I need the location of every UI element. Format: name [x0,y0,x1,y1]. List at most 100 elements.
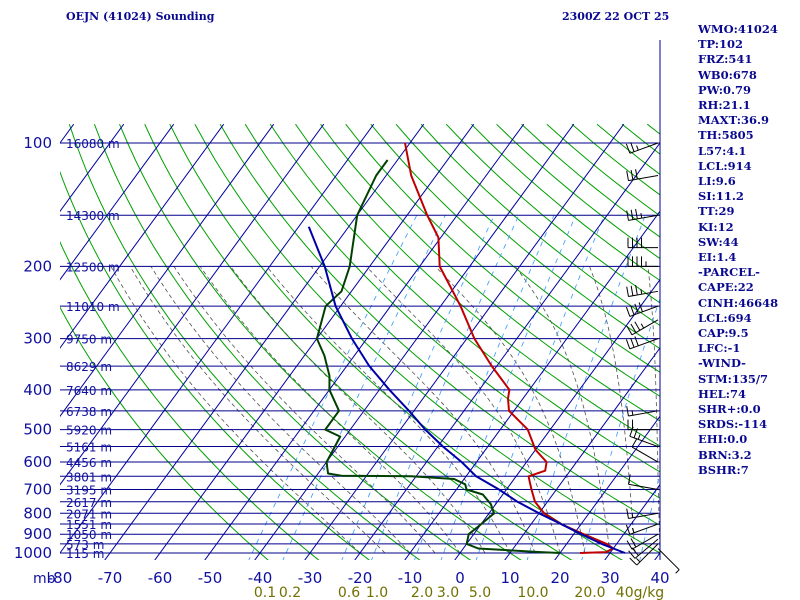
wind-barb-flag [626,508,629,519]
wind-barb [626,319,659,336]
mixing-ratio-label: 20.0 [574,585,605,600]
wind-barb-flag [627,474,631,485]
mixing-ratio-label: 3.0 [437,585,459,600]
isotherm-line [60,123,325,486]
height-label: 2617 m [66,496,112,510]
wind-barb-flag [630,305,635,316]
wind-barb-flag [626,210,629,221]
moist-adiabat-line [366,266,561,554]
height-label: 6738 m [66,405,112,419]
wind-barb-flag [630,285,634,296]
height-label: 14300 m [66,209,120,223]
temperature-tick-label: -80 [48,569,73,587]
wind-barb-half-flag [640,323,645,329]
wind-barb [657,548,680,574]
index-value: RH:21.1 [698,98,751,113]
wind-barb [626,406,659,417]
temperature-tick-label: 10 [500,569,519,587]
mixing-ratio-label: 0.2 [279,585,301,600]
index-value: TT:29 [698,204,735,219]
wind-barb [626,169,659,182]
wind-barb-flag [625,339,631,350]
wind-barb-staff [636,543,659,566]
wind-barb [626,208,659,221]
temperature-tick-label: -60 [148,569,173,587]
index-value: BRN:3.2 [698,447,752,462]
wind-barb-flag [625,524,631,535]
wind-barb-half-flag [637,434,641,440]
wind-barb [631,438,659,463]
temperature-tick-label: 20 [550,569,569,587]
wind-barb-staff [628,483,659,490]
index-value: EHI:0.0 [698,432,748,447]
isobars [60,40,661,560]
index-value: MAXT:36.9 [698,113,769,128]
temperature-tick-label: 40 [650,569,669,587]
wind-barb-flag [634,321,641,331]
wind-barb [625,302,659,317]
isotherm-line [104,123,425,560]
index-value: PW:0.79 [698,82,752,97]
height-label: 2071 m [66,507,112,521]
wind-barb-half-flag [631,512,634,518]
wind-barb [627,237,658,249]
index-value: FRZ:541 [698,52,753,67]
isotherm-line [304,123,625,560]
wind-barb-staff [631,446,659,463]
pressure-tick-label: 1000 [14,544,52,562]
profile-series [307,142,626,554]
temperature-tick-label: -20 [348,569,373,587]
index-value: KI:12 [698,219,734,234]
isotherm-line [554,415,660,560]
isotherm-line [504,347,660,560]
dewpoint-line [315,159,561,554]
isotherm-line [604,483,660,560]
moist-adiabat-line [310,266,536,554]
wind-barb [626,285,659,298]
chart-title: OEJN (41024) Sounding [66,10,215,23]
isotherm-line [254,123,575,560]
wind-barb-flag [629,557,638,566]
wind-barb-flag [626,540,633,550]
mixing-ratio-label: 0.1 [254,585,276,600]
wind-barb-flag [630,209,634,220]
pressure-tick-label: 100 [23,134,52,152]
height-label: 16080 m [66,137,120,151]
index-value: WMO:41024 [698,22,778,36]
moist-adiabat-line [110,266,361,554]
indices-panel: WMO:41024 TP:102 FRZ:541 WB0:678 PW:0.79 RH:2… [698,22,798,478]
temperature-tick-label: -40 [248,569,273,587]
wind-barb-flag [631,438,638,448]
index-value: STM:135/7 [698,371,769,386]
wind-barb [627,474,659,490]
mixing-ratio-label: 2.0 [411,585,433,600]
height-label: 4456 m [66,456,112,470]
wind-barb-half-flag [675,569,680,574]
index-value: SHR+:0.0 [698,402,761,417]
isotherm-line [60,123,125,213]
pressure-tick-label: 900 [23,525,52,543]
wind-barb-flag [630,323,637,333]
height-label: 9750 m [66,333,112,347]
dry-adiabat-line [60,306,269,560]
height-label: 11010 m [66,300,120,314]
wind-barb [627,256,658,267]
isotherm-line [404,210,660,560]
time-label: 2300Z 22 OCT 25 [562,10,669,23]
height-label: 3195 m [66,483,112,497]
index-value: L57:4.1 [698,143,747,158]
height-label: 8629 m [66,360,112,374]
pressure-tick-label: 700 [23,480,52,498]
height-label: 3801 m [66,470,112,484]
mixing-ratio-label: 0.6 [338,585,360,600]
height-label: 5161 m [66,441,112,455]
temperature-tick-label: 30 [600,569,619,587]
isotherm-line [60,123,275,418]
height-label: 573 m [66,538,104,552]
wind-barb [627,419,658,431]
moist-adiabat-line [129,266,386,554]
isotherm-line [60,123,225,349]
wind-barb-flag [625,143,631,154]
